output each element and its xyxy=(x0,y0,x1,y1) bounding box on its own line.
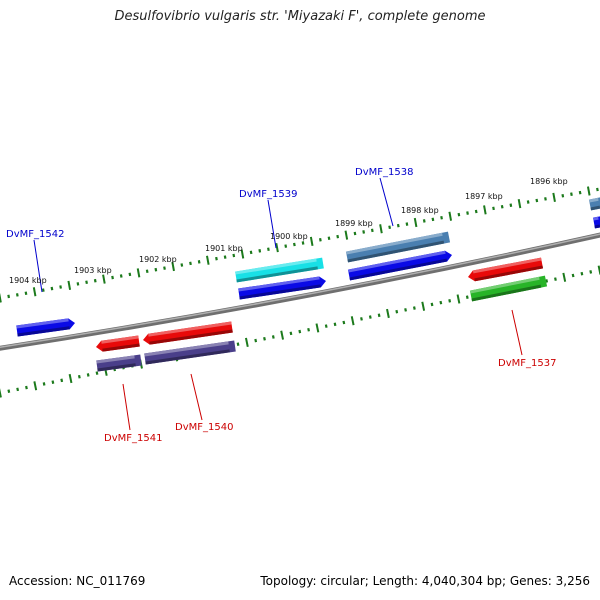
gene-label-dvmf-1542[interactable]: DvMF_1542 xyxy=(6,229,64,240)
gene-label-dvmf-1539[interactable]: DvMF_1539 xyxy=(239,189,297,200)
genome-backbone xyxy=(0,232,600,351)
ruler-label-1898: 1898 kbp xyxy=(401,206,439,215)
ruler-label-1899: 1899 kbp xyxy=(335,219,373,228)
gene-arrow-dvmf-1541-top[interactable] xyxy=(95,335,140,353)
label-leader-lines xyxy=(33,177,523,431)
leader-dvmf-1537 xyxy=(511,309,523,356)
gene-arrow-dvmf-1540-top[interactable] xyxy=(142,321,233,346)
ruler-upper xyxy=(0,186,599,303)
gene-arrow-dvmf-1542[interactable] xyxy=(16,318,76,337)
accession-text: Accession: NC_011769 xyxy=(9,574,146,588)
ruler-label-1903: 1903 kbp xyxy=(74,266,112,275)
leader-dvmf-1541 xyxy=(122,383,131,431)
gene-arrow-edge-right[interactable] xyxy=(588,196,600,211)
gene-labels: DvMF_1542 DvMF_1539 DvMF_1538 DvMF_1541 … xyxy=(6,167,556,444)
ruler-label-1896: 1896 kbp xyxy=(530,177,568,186)
gene-arrow-dvmf-1540[interactable] xyxy=(144,340,236,365)
gene-arrow-dvmf-1538[interactable] xyxy=(347,250,453,281)
leader-dvmf-1538 xyxy=(379,177,394,227)
map-title: Desulfovibrio vulgaris str. 'Miyazaki F'… xyxy=(114,9,486,24)
leader-dvmf-1539 xyxy=(267,199,277,249)
ruler-label-1901: 1901 kbp xyxy=(205,244,243,253)
ruler-label-1897: 1897 kbp xyxy=(465,192,503,201)
gene-arrow-dvmf-1537-top[interactable] xyxy=(467,257,544,283)
ruler-label-1904: 1904 kbp xyxy=(9,276,47,285)
gene-arrow-dvmf-1538-top[interactable] xyxy=(345,231,451,263)
gene-arrow-dvmf-1537[interactable] xyxy=(469,275,548,302)
gene-arrow-dvmf-1539-top[interactable] xyxy=(235,257,324,283)
gene-label-dvmf-1540[interactable]: DvMF_1540 xyxy=(175,422,233,433)
leader-dvmf-1540 xyxy=(190,373,203,421)
gene-arrow-edge-right-2[interactable] xyxy=(593,215,600,229)
ruler-labels: 1904 kbp 1903 kbp 1902 kbp 1901 kbp 1900… xyxy=(9,177,568,285)
genome-summary-text: Topology: circular; Length: 4,040,304 bp… xyxy=(260,574,590,588)
ruler-label-1900: 1900 kbp xyxy=(270,232,308,241)
genome-backbone-highlight xyxy=(0,233,600,348)
ruler-label-1902: 1902 kbp xyxy=(139,255,177,264)
leader-dvmf-1542 xyxy=(33,239,43,293)
gene-features xyxy=(16,196,600,372)
gene-arrow-dvmf-1539[interactable] xyxy=(238,276,327,300)
gene-label-dvmf-1537[interactable]: DvMF_1537 xyxy=(498,358,556,369)
gene-label-dvmf-1538[interactable]: DvMF_1538 xyxy=(355,167,413,178)
gene-arrow-dvmf-1541[interactable] xyxy=(96,354,142,372)
gene-label-dvmf-1541[interactable]: DvMF_1541 xyxy=(104,433,162,444)
